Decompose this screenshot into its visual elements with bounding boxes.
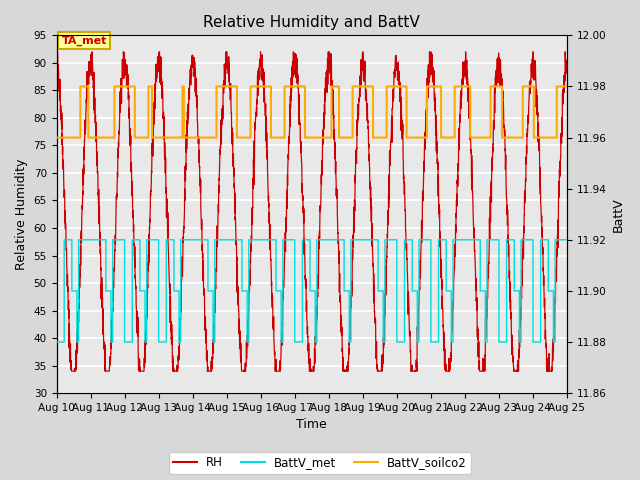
Y-axis label: BattV: BattV — [612, 197, 625, 231]
Legend: RH, BattV_met, BattV_soilco2: RH, BattV_met, BattV_soilco2 — [168, 452, 472, 474]
Title: Relative Humidity and BattV: Relative Humidity and BattV — [204, 15, 420, 30]
X-axis label: Time: Time — [296, 419, 327, 432]
Y-axis label: Relative Humidity: Relative Humidity — [15, 158, 28, 270]
Text: TA_met: TA_met — [61, 36, 107, 46]
